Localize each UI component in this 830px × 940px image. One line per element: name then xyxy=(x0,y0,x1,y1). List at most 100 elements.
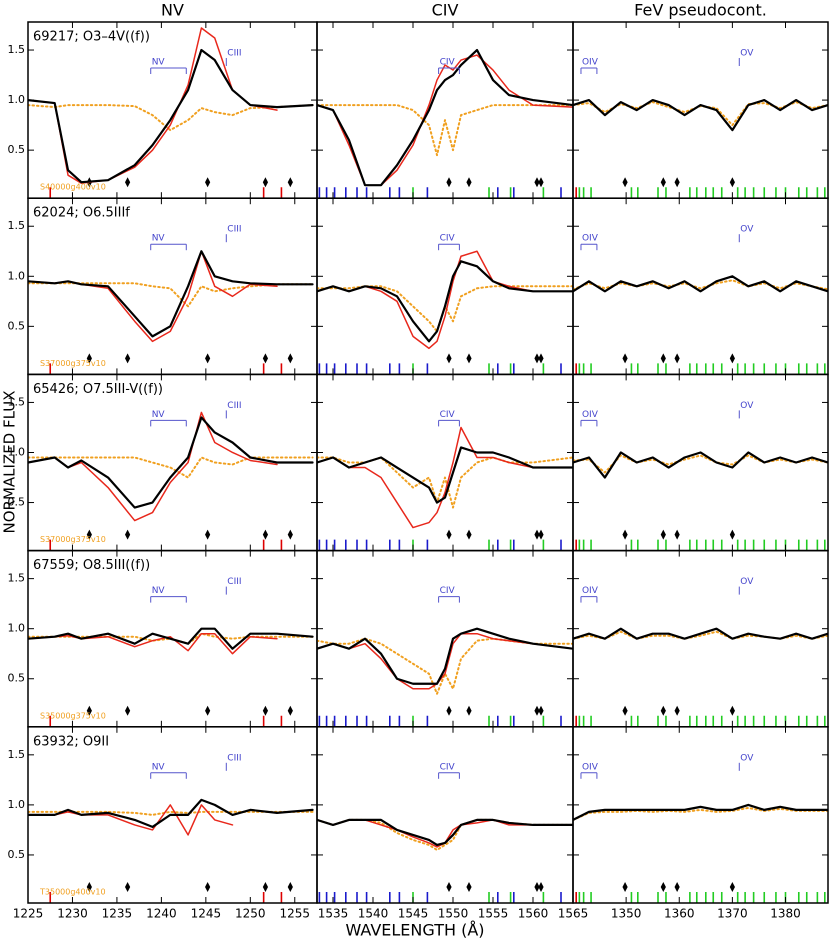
y-tick-label: 0.5 xyxy=(8,848,26,861)
y-tick-label: 1.0 xyxy=(8,622,26,635)
diamond-marker xyxy=(205,529,211,540)
spectrum-line xyxy=(573,98,828,132)
column-title: CIV xyxy=(432,1,459,20)
feature-label: OIV xyxy=(582,586,599,596)
x-tick-label: 1540 xyxy=(358,907,389,921)
spectrum-line xyxy=(28,27,278,184)
diamond-marker xyxy=(622,353,628,364)
star-label: 65426; O7.5III-V((f)) xyxy=(33,382,163,397)
diamond-marker xyxy=(534,882,540,892)
feature-label: OV xyxy=(740,225,754,235)
diamond-marker xyxy=(124,882,131,892)
diamond-marker xyxy=(262,529,269,540)
spectrum-line xyxy=(28,250,314,338)
feature-label: NV xyxy=(152,410,166,420)
panel xyxy=(28,411,314,551)
panel xyxy=(573,451,828,551)
diamond-marker xyxy=(660,353,666,364)
x-tick-label: 1360 xyxy=(664,907,695,921)
diamond-marker xyxy=(205,177,211,188)
diamond-marker xyxy=(534,705,540,716)
diamond-marker xyxy=(446,177,452,188)
diamond-marker xyxy=(262,353,269,364)
feature-label: OIV xyxy=(582,234,599,244)
diamond-marker xyxy=(674,353,680,364)
diamond-marker xyxy=(622,177,628,188)
spectrum-line xyxy=(28,48,314,184)
diamond-marker xyxy=(729,177,735,188)
spectrum-line xyxy=(317,818,573,847)
panel xyxy=(28,250,314,375)
y-tick-label: 1.5 xyxy=(8,395,26,408)
panel-frame xyxy=(572,373,829,552)
panel xyxy=(317,818,573,903)
feature-label: CIV xyxy=(440,762,456,772)
x-tick-label: 1255 xyxy=(279,907,310,921)
diamond-marker xyxy=(287,882,293,892)
panel xyxy=(573,275,828,375)
spectrum-line xyxy=(28,416,314,509)
diamond-marker xyxy=(674,177,680,188)
y-axis-label: NORMALIZED FLUX xyxy=(1,391,19,534)
diamond-marker xyxy=(287,353,293,364)
diamond-marker xyxy=(538,882,544,892)
panel xyxy=(317,426,573,551)
spectrum-line xyxy=(317,426,573,529)
spectrum-line xyxy=(317,446,573,504)
diamond-marker xyxy=(729,705,735,716)
x-tick-label: 1370 xyxy=(717,907,748,921)
diamond-marker xyxy=(86,705,92,716)
feature-label: CIII xyxy=(227,753,241,763)
feature-label: CIV xyxy=(440,410,456,420)
spectrum-line xyxy=(573,627,828,640)
diamond-marker xyxy=(674,882,680,892)
spectrum-line xyxy=(317,632,573,690)
x-tick-label: 1350 xyxy=(611,907,642,921)
star-label: 62024; O6.5IIIf xyxy=(33,206,130,221)
diamond-marker xyxy=(86,353,92,364)
spectrum-line xyxy=(28,804,234,836)
diamond-marker xyxy=(729,529,735,540)
diamond-marker xyxy=(205,705,211,716)
diamond-marker xyxy=(124,177,131,188)
y-tick-label: 0.5 xyxy=(8,319,26,332)
x-tick-label: 1230 xyxy=(57,907,88,921)
x-tick-label: 1565 xyxy=(558,907,589,921)
y-tick-label: 1.0 xyxy=(8,269,26,282)
diamond-marker xyxy=(660,882,666,892)
star-label: 67559; O8.5III((f)) xyxy=(33,558,150,573)
diamond-marker xyxy=(622,882,628,892)
x-tick-label: 1250 xyxy=(235,907,266,921)
feature-label: OV xyxy=(740,401,754,411)
spectrum-line xyxy=(28,798,314,829)
spectrum-line xyxy=(573,803,828,822)
y-tick-label: 1.5 xyxy=(8,748,26,761)
diamond-marker xyxy=(124,705,131,716)
model-label: S37000g375v10 xyxy=(40,535,106,544)
diamond-marker xyxy=(622,705,628,716)
diamond-marker xyxy=(674,705,680,716)
model-dotted-line xyxy=(28,104,314,132)
x-tick-label: 1560 xyxy=(518,907,549,921)
diamond-marker xyxy=(466,705,472,716)
feature-label: OV xyxy=(740,753,754,763)
diamond-marker xyxy=(660,705,666,716)
diamond-marker xyxy=(86,529,92,540)
model-label: T35000g400v10 xyxy=(39,888,106,897)
feature-label: CIII xyxy=(227,225,241,235)
diamond-marker xyxy=(534,177,540,188)
diamond-marker xyxy=(86,882,92,892)
diamond-marker xyxy=(466,882,472,892)
diamond-marker xyxy=(205,353,211,364)
feature-label: NV xyxy=(152,58,166,68)
feature-label: OV xyxy=(740,49,754,59)
model-dotted-line xyxy=(28,456,314,479)
diamond-marker xyxy=(538,177,544,188)
model-dotted-line xyxy=(28,282,314,308)
x-axis-label: WAVELENGTH (Å) xyxy=(345,921,484,940)
diamond-marker xyxy=(729,882,735,892)
model-label: S37000g375v10 xyxy=(40,359,106,368)
x-tick-label: 1550 xyxy=(438,907,469,921)
